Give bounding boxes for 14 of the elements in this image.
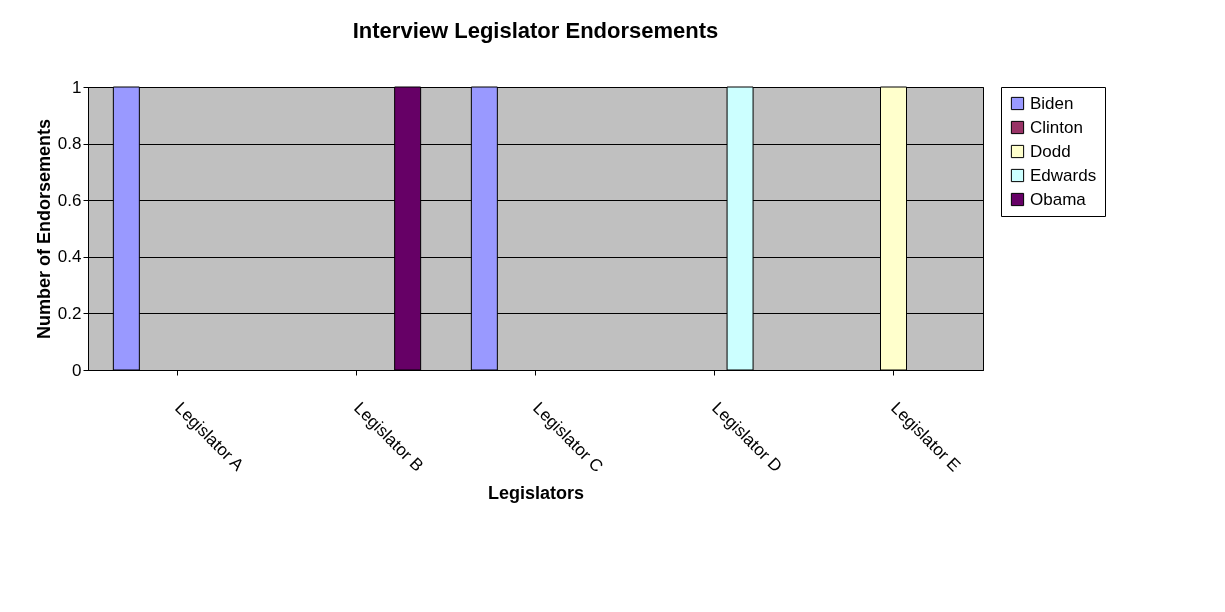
y-tick-label: 0.8 xyxy=(57,134,82,154)
legend-label: Biden xyxy=(1030,93,1074,113)
legend-label: Obama xyxy=(1030,189,1087,209)
legend-label: Dodd xyxy=(1030,141,1071,161)
legend-label: Clinton xyxy=(1030,117,1083,137)
y-tick-label: 0.4 xyxy=(57,247,82,267)
x-axis-title: Legislators xyxy=(487,483,585,504)
y-tick-label: 0.6 xyxy=(57,190,82,210)
y-tick-label: 0.2 xyxy=(57,303,82,323)
y-tick-label: 0 xyxy=(72,360,82,380)
y-axis-title: Number of Endorsements xyxy=(33,118,54,340)
chart-title: Interview Legislator Endorsements xyxy=(352,18,719,43)
y-tick-label: 1 xyxy=(72,77,82,97)
legend-label: Edwards xyxy=(1030,165,1097,185)
